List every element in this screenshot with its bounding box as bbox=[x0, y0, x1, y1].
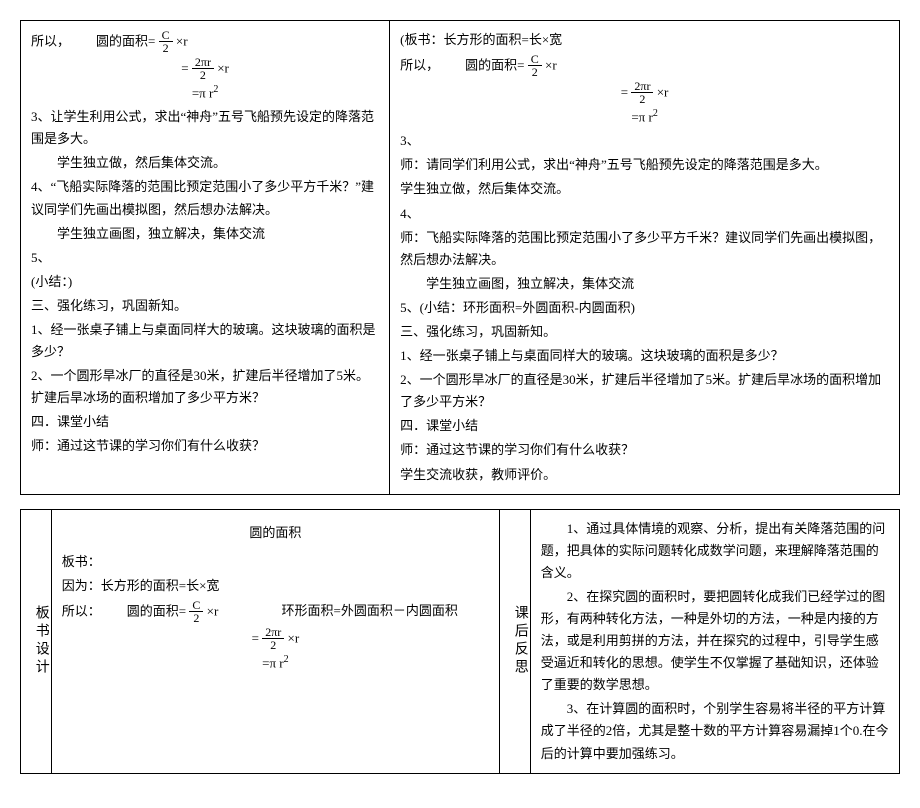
board-title: 圆的面积 bbox=[62, 522, 489, 541]
vlabel-board: 板书设计 bbox=[21, 509, 52, 773]
reflect-cell: 1、通过具体情境的观察、分析，提出有关降落范围的问题，把具体的实际问题转化成数学… bbox=[530, 509, 899, 773]
right-line-so: 所以， 圆的面积= C 2 ×r bbox=[400, 53, 889, 78]
formula-line-2: = 2πr 2 ×r bbox=[400, 80, 889, 105]
formula-line-3: =π r2 bbox=[31, 82, 379, 104]
formula-line-3: =π r2 bbox=[400, 106, 889, 128]
left-line-end: 师：通过这节课的学习你们有什么收获？ bbox=[31, 435, 379, 457]
text: ×r bbox=[176, 33, 188, 48]
fraction-bot: 2 bbox=[631, 93, 653, 105]
left-line-3a: 学生独立做，然后集体交流。 bbox=[31, 152, 379, 174]
reflect-p2: 2、在探究圆的面积时，要把圆转化成我们已经学过的图形，有两种转化方法，一种是外切… bbox=[541, 586, 889, 696]
fraction-bot: 2 bbox=[159, 42, 173, 54]
right-line-3a: 师：请同学们利用公式，求出“神舟”五号飞船预先设定的降落范围是多大。 bbox=[400, 154, 889, 176]
fraction-2pir-over-2: 2πr 2 bbox=[192, 56, 214, 81]
right-line-5: 5、(小结：环形面积=外圆面积-内圆面积) bbox=[400, 297, 889, 319]
reflect-p1: 1、通过具体情境的观察、分析，提出有关降落范围的问题，把具体的实际问题转化成数学… bbox=[541, 518, 889, 584]
text: = bbox=[621, 85, 628, 100]
right-line-end2: 学生交流收获，教师评价。 bbox=[400, 464, 889, 486]
text: 所以， 圆的面积= bbox=[31, 33, 155, 48]
right-line-3: 3、 bbox=[400, 130, 889, 152]
left-line-q2: 2、一个圆形旱冰厂的直径是30米，扩建后半径增加了5米。扩建后旱冰场的面积增加了… bbox=[31, 365, 379, 409]
board-line-5: =π r2 bbox=[62, 652, 489, 674]
text: ×r bbox=[657, 85, 669, 100]
right-line-end1: 师：通过这节课的学习你们有什么收获？ bbox=[400, 439, 889, 461]
text: ×r bbox=[207, 603, 219, 618]
text: ×r bbox=[288, 630, 300, 645]
text: ×r bbox=[217, 60, 229, 75]
left-line-4: 4、“飞船实际降落的范围比预定范围小了多少平方千米？”建议同学们先画出模拟图，然… bbox=[31, 176, 379, 220]
text: 所以， 圆的面积= bbox=[400, 58, 524, 73]
bottom-table: 板书设计 圆的面积 板书： 因为：长方形的面积=长×宽 所以： 圆的面积= C … bbox=[20, 509, 900, 774]
right-line-q1: 1、经一张桌子铺上与桌面同样大的玻璃。这块玻璃的面积是多少？ bbox=[400, 345, 889, 367]
exponent: 2 bbox=[284, 654, 289, 665]
right-line-q2: 2、一个圆形旱冰厂的直径是30米，扩建后半径增加了5米。扩建后旱冰场的面积增加了… bbox=[400, 369, 889, 413]
fraction-bot: 2 bbox=[189, 612, 203, 624]
vlabel-reflect: 课后反思 bbox=[500, 509, 531, 773]
exponent: 2 bbox=[213, 84, 218, 95]
right-line-header: (板书：长方形的面积=长×宽 bbox=[400, 29, 889, 51]
text: =π r bbox=[262, 655, 283, 670]
text: = bbox=[252, 630, 259, 645]
reflect-p3: 3、在计算圆的面积时，个别学生容易将半径的平方计算成了半径的2倍，尤其是整十数的… bbox=[541, 698, 889, 764]
right-line-san: 三、强化练习，巩固新知。 bbox=[400, 321, 889, 343]
fraction-bot: 2 bbox=[262, 639, 284, 651]
fraction-top: C bbox=[189, 599, 203, 612]
top-right-cell: (板书：长方形的面积=长×宽 所以， 圆的面积= C 2 ×r = 2πr 2 … bbox=[390, 21, 900, 495]
right-line-4b: 学生独立画图，独立解决，集体交流 bbox=[400, 273, 889, 295]
right-line-si: 四．课堂小结 bbox=[400, 415, 889, 437]
ring-formula: 环形面积=外圆面积－内圆面积 bbox=[282, 600, 458, 622]
left-line-3: 3、让学生利用公式，求出“神舟”五号飞船预先设定的降落范围是多大。 bbox=[31, 106, 379, 150]
top-table: 所以， 圆的面积= C 2 ×r = 2πr 2 ×r =π r2 3、让学生利… bbox=[20, 20, 900, 495]
board-line-3: 所以： 圆的面积= C 2 ×r 环形面积=外圆面积－内圆面积 bbox=[62, 599, 489, 624]
fraction-c-over-2: C 2 bbox=[528, 53, 542, 78]
board-line-4: = 2πr 2 ×r bbox=[62, 626, 489, 651]
fraction-2pir-over-2: 2πr 2 bbox=[631, 80, 653, 105]
board-line-1: 板书： bbox=[62, 551, 489, 573]
top-left-cell: 所以， 圆的面积= C 2 ×r = 2πr 2 ×r =π r2 3、让学生利… bbox=[21, 21, 390, 495]
board-cell: 圆的面积 板书： 因为：长方形的面积=长×宽 所以： 圆的面积= C 2 ×r … bbox=[51, 509, 499, 773]
left-line-q1: 1、经一张桌子铺上与桌面同样大的玻璃。这块玻璃的面积是多少？ bbox=[31, 319, 379, 363]
fraction-2pir-over-2: 2πr 2 bbox=[262, 626, 284, 651]
text: =π r bbox=[192, 85, 213, 100]
fraction-bot: 2 bbox=[192, 69, 214, 81]
text: = bbox=[181, 60, 188, 75]
formula-line-2: = 2πr 2 ×r bbox=[31, 56, 379, 81]
text: ×r bbox=[545, 58, 557, 73]
fraction-c-over-2: C 2 bbox=[159, 29, 173, 54]
right-line-3b: 学生独立做，然后集体交流。 bbox=[400, 178, 889, 200]
left-line-5: 5、 bbox=[31, 247, 379, 269]
fraction-bot: 2 bbox=[528, 66, 542, 78]
text: =π r bbox=[631, 109, 652, 124]
left-line-san: 三、强化练习，巩固新知。 bbox=[31, 295, 379, 317]
fraction-c-over-2: C 2 bbox=[189, 599, 203, 624]
board-line-2: 因为：长方形的面积=长×宽 bbox=[62, 575, 489, 597]
right-line-4a: 师：飞船实际降落的范围比预定范围小了多少平方千米？建议同学们先画出模拟图，然后想… bbox=[400, 227, 889, 271]
right-line-4: 4、 bbox=[400, 203, 889, 225]
left-line-so: 所以， 圆的面积= C 2 ×r bbox=[31, 29, 379, 54]
left-line-4a: 学生独立画图，独立解决，集体交流 bbox=[31, 223, 379, 245]
exponent: 2 bbox=[653, 108, 658, 119]
text: 所以： 圆的面积= bbox=[62, 603, 186, 618]
left-line-xj: (小结：) bbox=[31, 271, 379, 293]
left-line-si: 四．课堂小结 bbox=[31, 411, 379, 433]
